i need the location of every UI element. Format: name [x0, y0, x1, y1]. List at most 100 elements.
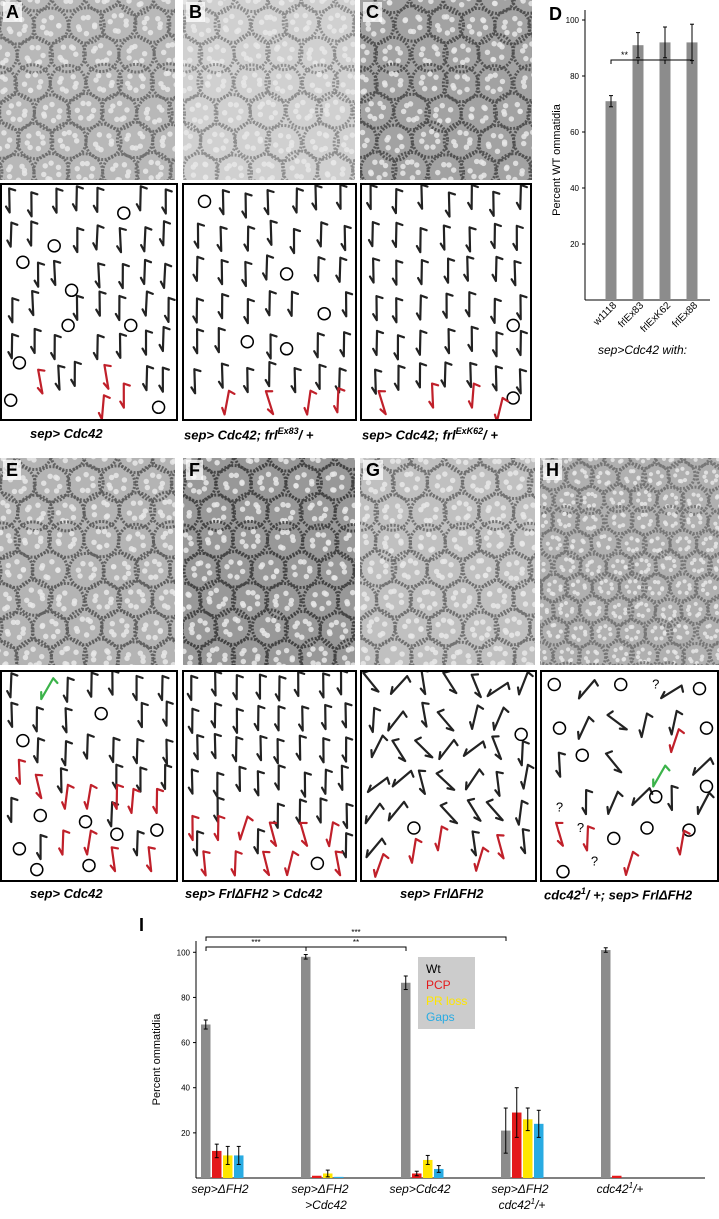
unscorable-ommatidium — [124, 318, 138, 333]
significance-bracket — [205, 946, 307, 951]
pcp-red-arrow — [467, 382, 481, 409]
black-arrow — [417, 769, 427, 795]
caption-f: sep> FrlΔFH2 > Cdc42 — [185, 886, 323, 901]
unscorable-ommatidium — [33, 808, 48, 823]
black-arrow — [577, 679, 599, 700]
micrograph-g: G — [360, 458, 535, 665]
black-arrow — [107, 672, 120, 696]
black-arrow — [362, 672, 380, 693]
pcp-red-arrow — [15, 758, 27, 785]
black-arrow — [372, 329, 385, 357]
caption-c: sep> Cdc42; frlExK62/ + — [362, 426, 498, 443]
black-arrow — [33, 261, 46, 288]
black-arrow — [159, 262, 173, 289]
black-arrow — [316, 221, 329, 248]
black-arrow — [295, 734, 307, 761]
black-arrow — [393, 364, 406, 391]
black-arrow — [318, 672, 331, 699]
pcp-red-arrow — [496, 834, 505, 860]
black-arrow — [341, 291, 354, 318]
bar-gaps — [334, 1176, 344, 1178]
black-arrow — [341, 832, 354, 859]
pcp-red-arrow — [200, 850, 211, 877]
black-arrow — [217, 362, 230, 389]
unscorable-ommatidium — [556, 864, 570, 879]
black-arrow — [391, 738, 407, 763]
black-arrow — [391, 188, 404, 215]
black-arrow — [516, 672, 534, 696]
micrograph-f-image — [183, 458, 355, 665]
black-arrow — [232, 674, 244, 701]
pcp-red-arrow — [237, 815, 254, 841]
black-arrow — [464, 291, 477, 318]
black-arrow — [440, 361, 453, 388]
unscorable-ommatidium — [547, 677, 561, 692]
black-arrow — [491, 331, 504, 358]
black-arrow — [192, 328, 205, 355]
pcp-red-arrow — [299, 821, 309, 847]
pcp-red-arrow — [112, 783, 125, 810]
black-arrow — [61, 707, 73, 734]
black-arrow — [287, 290, 300, 317]
panel-label-a: A — [3, 2, 22, 22]
black-arrow — [92, 186, 105, 213]
black-arrow — [516, 329, 528, 357]
unscorable-ommatidium — [12, 842, 27, 856]
y-tick-label: 80 — [181, 993, 190, 1002]
micrograph-h: H — [540, 458, 719, 665]
black-arrow — [335, 185, 348, 210]
unscorable-ommatidium — [94, 706, 108, 721]
unscorable-ommatidium — [614, 677, 628, 692]
black-arrow — [50, 259, 62, 287]
unscorable-ommatidium — [682, 823, 696, 837]
black-arrow — [26, 191, 39, 218]
caption-b: sep> Cdc42; frlEx83/ + — [184, 426, 314, 443]
black-arrow — [467, 185, 479, 211]
black-arrow — [60, 740, 74, 767]
black-arrow — [56, 767, 69, 794]
black-arrow — [316, 797, 328, 824]
bar-wt — [601, 950, 611, 1178]
pcp-red-arrow — [145, 846, 156, 873]
bar-gaps — [534, 1123, 544, 1178]
black-arrow — [32, 706, 45, 733]
chart-d: D 20 40 60 80 100 Percent WT ommatidia w1118 fr… — [540, 0, 719, 360]
bar-pcp — [612, 1175, 622, 1178]
pcp-red-arrow — [188, 814, 200, 842]
black-arrow — [158, 220, 172, 247]
panel-label-e: E — [3, 460, 22, 480]
black-arrow — [192, 255, 205, 282]
black-arrow — [217, 259, 229, 286]
black-arrow — [339, 331, 352, 358]
pcp-red-arrow — [372, 853, 390, 878]
black-arrow — [420, 701, 430, 728]
legend-pr-loss: PR loss — [426, 994, 468, 1008]
unscorable-ommatidium — [78, 815, 93, 829]
pcp-red-arrow — [83, 783, 98, 810]
bar — [632, 45, 644, 301]
black-arrow — [336, 672, 349, 696]
unscorable-ommatidium — [197, 194, 212, 209]
black-arrow — [337, 764, 350, 791]
black-arrow — [366, 776, 391, 794]
schematic-g — [360, 670, 537, 882]
black-arrow — [416, 259, 429, 286]
x-tick-label: cdc421/+ — [499, 1197, 546, 1212]
black-arrow — [389, 675, 412, 695]
black-arrow — [414, 736, 434, 759]
question-mark: ? — [652, 677, 659, 692]
panel-label-f: F — [186, 460, 203, 480]
black-arrow — [519, 828, 531, 855]
green-arrow — [40, 677, 59, 701]
unscorable-ommatidium — [506, 318, 520, 333]
unscorable-ommatidium — [607, 831, 621, 846]
black-arrow — [463, 255, 475, 282]
black-arrow — [435, 769, 456, 791]
black-arrow — [442, 292, 454, 319]
unscorable-ommatidium — [16, 733, 30, 748]
black-arrow — [320, 703, 333, 731]
bar-pcp — [212, 1150, 222, 1178]
schematic-f — [182, 670, 357, 882]
black-arrow — [6, 796, 19, 824]
black-arrow — [393, 334, 406, 361]
